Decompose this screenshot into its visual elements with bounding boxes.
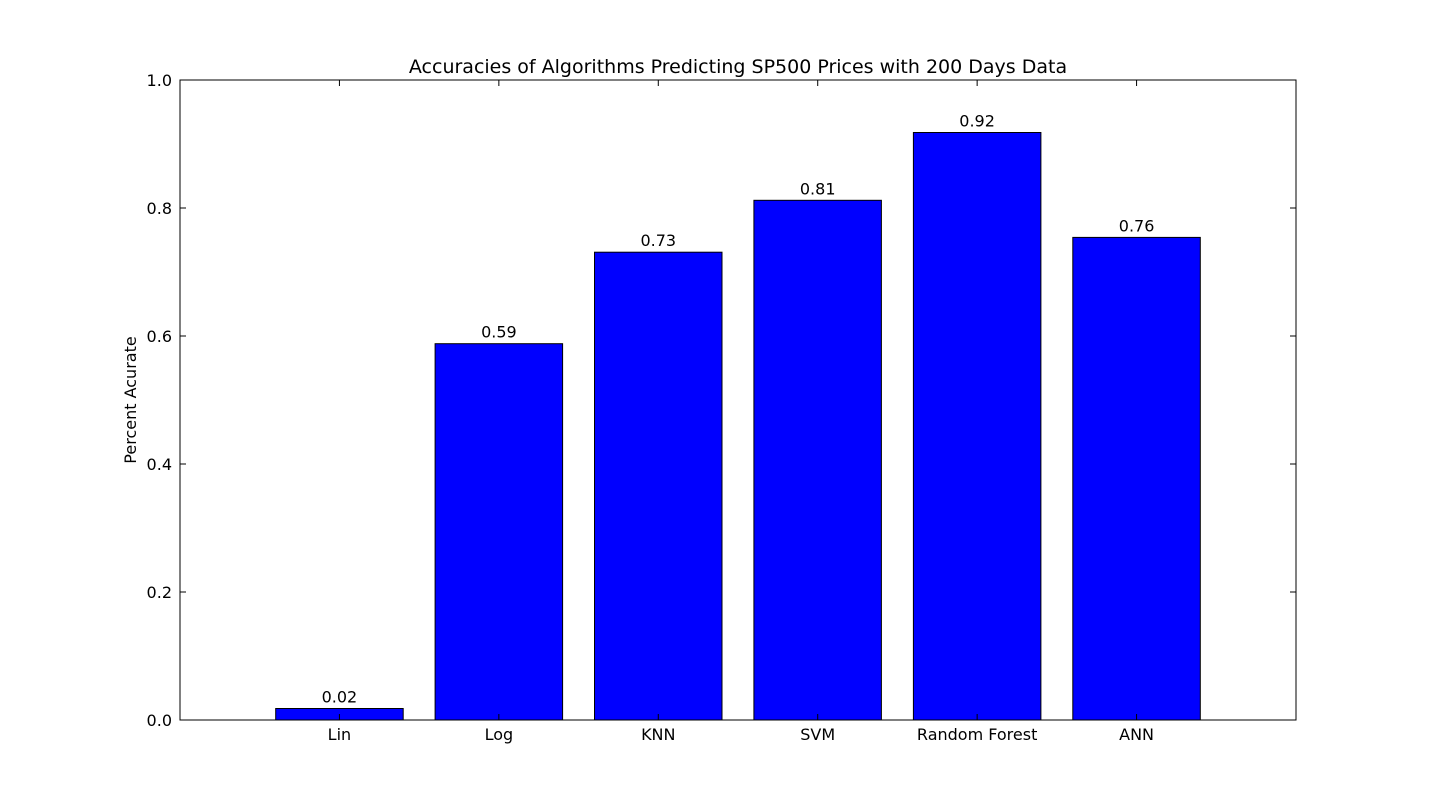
data-label: 0.92 xyxy=(959,112,995,131)
data-labels-group: 0.02 0.59 0.73 0.81 0.92 0.76 xyxy=(322,112,1155,707)
data-label: 0.02 xyxy=(322,688,358,707)
x-tick-label: Random Forest xyxy=(917,725,1037,744)
chart-title: Accuracies of Algorithms Predicting SP50… xyxy=(409,56,1067,78)
x-axis: Lin Log KNN SVM Random Forest ANN xyxy=(328,80,1154,744)
y-tick-label: 0.4 xyxy=(147,455,172,474)
x-tick-label: SVM xyxy=(800,725,835,744)
y-tick-label: 1.0 xyxy=(147,71,172,90)
x-tick-label: Lin xyxy=(328,725,352,744)
data-label: 0.81 xyxy=(800,179,836,198)
y-tick-label: 0.0 xyxy=(147,711,172,730)
x-tick-label: ANN xyxy=(1119,725,1154,744)
data-label: 0.73 xyxy=(640,231,676,250)
y-tick-label: 0.2 xyxy=(147,583,172,602)
bar-random-forest xyxy=(912,132,1042,721)
data-label: 0.59 xyxy=(481,323,517,342)
data-label: 0.76 xyxy=(1119,216,1155,235)
y-tick-label: 0.8 xyxy=(147,199,172,218)
bar-log xyxy=(434,343,564,721)
plot-frame xyxy=(179,79,1297,721)
bar-knn xyxy=(594,251,723,721)
bar-svm xyxy=(753,199,882,721)
y-axis: 0.0 0.2 0.4 0.6 0.8 1.0 xyxy=(147,71,1296,730)
y-tick-label: 0.6 xyxy=(147,327,172,346)
y-axis-label: Percent Acurate xyxy=(121,336,140,463)
bars-group xyxy=(275,132,1201,721)
bar-ann xyxy=(1072,236,1201,721)
x-tick-label: KNN xyxy=(641,725,675,744)
x-tick-label: Log xyxy=(485,725,514,744)
